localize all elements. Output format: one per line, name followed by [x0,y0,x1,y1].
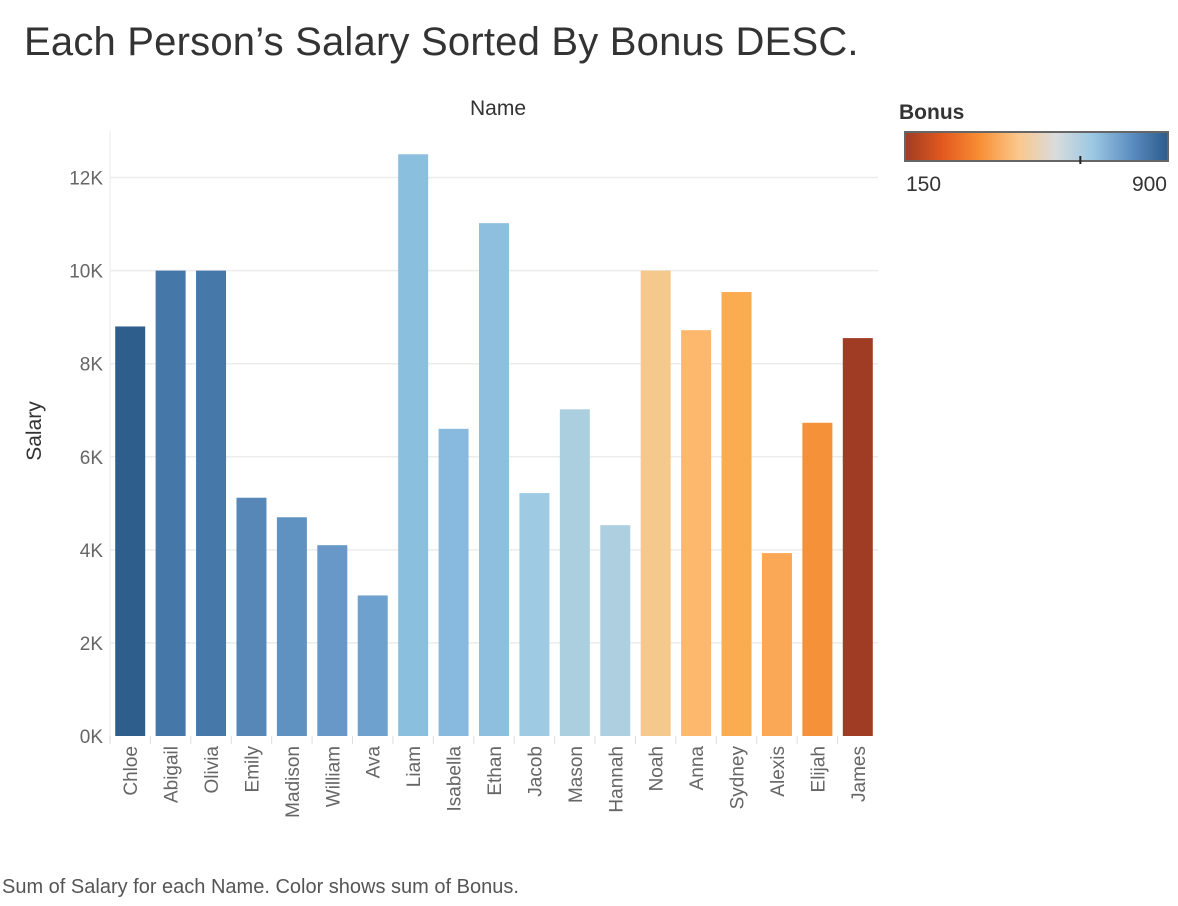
x-tick-label: Madison [283,746,304,818]
bar-mason [559,409,590,736]
x-tick-label: Sydney [728,746,749,810]
bar-hannah [600,525,631,736]
bar-isabella [438,428,469,736]
x-tick-label: James [849,746,870,802]
y-tick-label: 8K [80,355,104,376]
x-tick-label: Hannah [606,746,627,813]
x-tick-label: Elijah [808,746,829,792]
bar-ava [357,595,388,736]
bar-noah [640,270,671,736]
bar-emily [236,497,267,736]
chart-title: Each Person’s Salary Sorted By Bonus DES… [24,20,859,64]
bar-alexis [761,553,792,736]
y-tick-label: 0K [80,727,104,748]
x-tick-label: Liam [404,746,425,787]
x-tick-label: Olivia [202,746,223,794]
bar-abigail [155,270,186,736]
bar-chloe [115,326,146,736]
x-tick-label: Ava [364,746,385,779]
legend-min-label: 150 [906,173,941,196]
x-tick-label: Jacob [525,746,546,797]
x-axis-ticks: Chloe Abigail Olivia Emily Madison William Ava… [109,736,870,818]
x-tick-label: Anna [687,746,708,791]
y-tick-label: 12K [69,169,103,190]
bars [115,154,873,737]
color-legend: Bonus 150 900 [899,101,1169,196]
y-tick-label: 2K [80,634,104,655]
y-tick-label: 4K [80,541,104,562]
x-tick-label: William [323,746,344,807]
legend-max-label: 900 [1132,173,1167,196]
bar-james [842,338,873,736]
x-tick-label: Mason [566,746,587,803]
y-tick-label: 10K [69,262,103,283]
y-tick-label: 6K [80,448,104,469]
y-axis-ticks: 0K 2K 4K 6K 8K 10K 12K [69,169,103,748]
x-tick-label: Ethan [485,746,506,796]
bar-sydney [721,292,752,736]
legend-title: Bonus [899,101,964,124]
x-tick-label: Noah [647,746,668,791]
x-tick-label: Isabella [445,746,466,812]
bar-madison [276,517,307,736]
bar-anna [681,330,712,736]
y-axis-title: Salary [23,401,46,461]
bar-ethan [479,223,509,737]
x-tick-label: Alexis [768,746,789,797]
bar-liam [398,154,429,736]
bar-elijah [802,422,833,736]
chart-caption: Sum of Salary for each Name. Color shows… [2,876,519,898]
x-tick-label: Emily [242,746,263,793]
x-tick-label: Abigail [162,746,183,803]
x-tick-label: Chloe [121,746,142,796]
bar-william [317,545,348,736]
legend-gradient-bar [904,131,1169,162]
column-header: Name [470,97,526,120]
bar-olivia [196,270,227,736]
bar-jacob [519,493,550,736]
